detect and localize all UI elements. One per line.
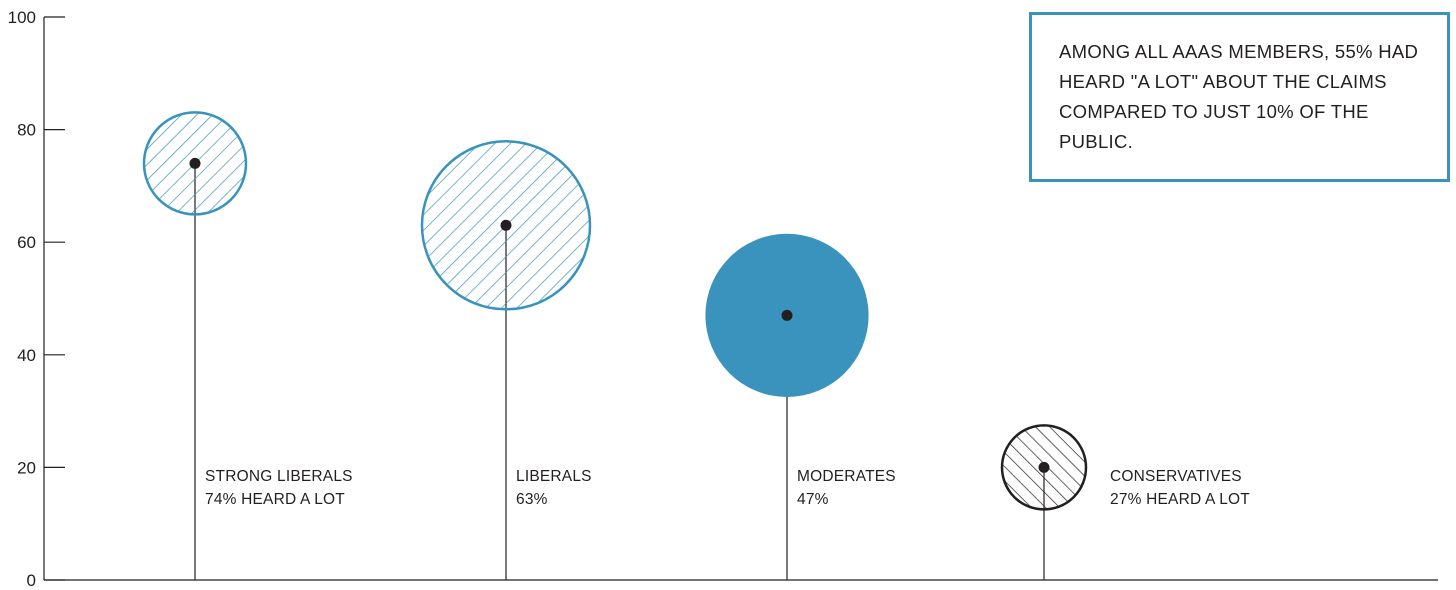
value-label-strong-liberals: 74% HEARD A LOT xyxy=(205,491,345,508)
stems xyxy=(194,163,1045,580)
labels: STRONG LIBERALS 74% HEARD A LOT LIBERALS 63… xyxy=(205,468,1250,508)
y-tick-label: 60 xyxy=(17,233,36,252)
label-moderates: MODERATES xyxy=(797,468,896,485)
annotation-text: Among all AAAS members, 55% had heard "a… xyxy=(1059,41,1419,152)
y-tick-label: 100 xyxy=(8,8,36,27)
y-tick-label: 40 xyxy=(17,346,36,365)
y-tick-label: 20 xyxy=(17,458,36,477)
y-tick-label: 0 xyxy=(27,571,36,590)
point-marker-conservatives xyxy=(1038,461,1050,473)
label-strong-liberals: STRONG LIBERALS xyxy=(205,468,353,485)
value-label-liberals: 63% xyxy=(516,491,548,508)
bubbles xyxy=(142,111,1088,511)
value-label-moderates: 47% xyxy=(797,491,829,508)
axes: 0 20 40 60 80 100 xyxy=(8,8,1438,590)
point-marker-moderates xyxy=(781,309,793,321)
annotation-box: Among all AAAS members, 55% had heard "a… xyxy=(1029,12,1450,182)
value-label-conservatives: 27% HEARD A LOT xyxy=(1110,491,1250,508)
y-tick-label: 80 xyxy=(17,121,36,140)
label-conservatives: CONSERVATIVES xyxy=(1110,468,1242,485)
point-marker-strong-liberals xyxy=(189,157,201,169)
point-marker-liberals xyxy=(500,219,512,231)
label-liberals: LIBERALS xyxy=(516,468,592,485)
